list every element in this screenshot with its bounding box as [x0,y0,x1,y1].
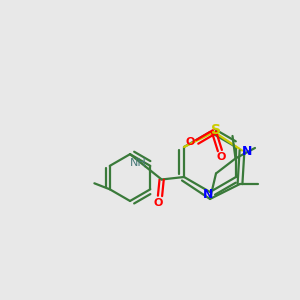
Text: N: N [242,146,253,158]
Text: S: S [211,123,220,136]
Text: O: O [186,137,195,147]
Text: N: N [202,188,213,201]
Text: NH: NH [130,158,147,168]
Text: O: O [217,152,226,162]
Text: O: O [154,197,163,208]
